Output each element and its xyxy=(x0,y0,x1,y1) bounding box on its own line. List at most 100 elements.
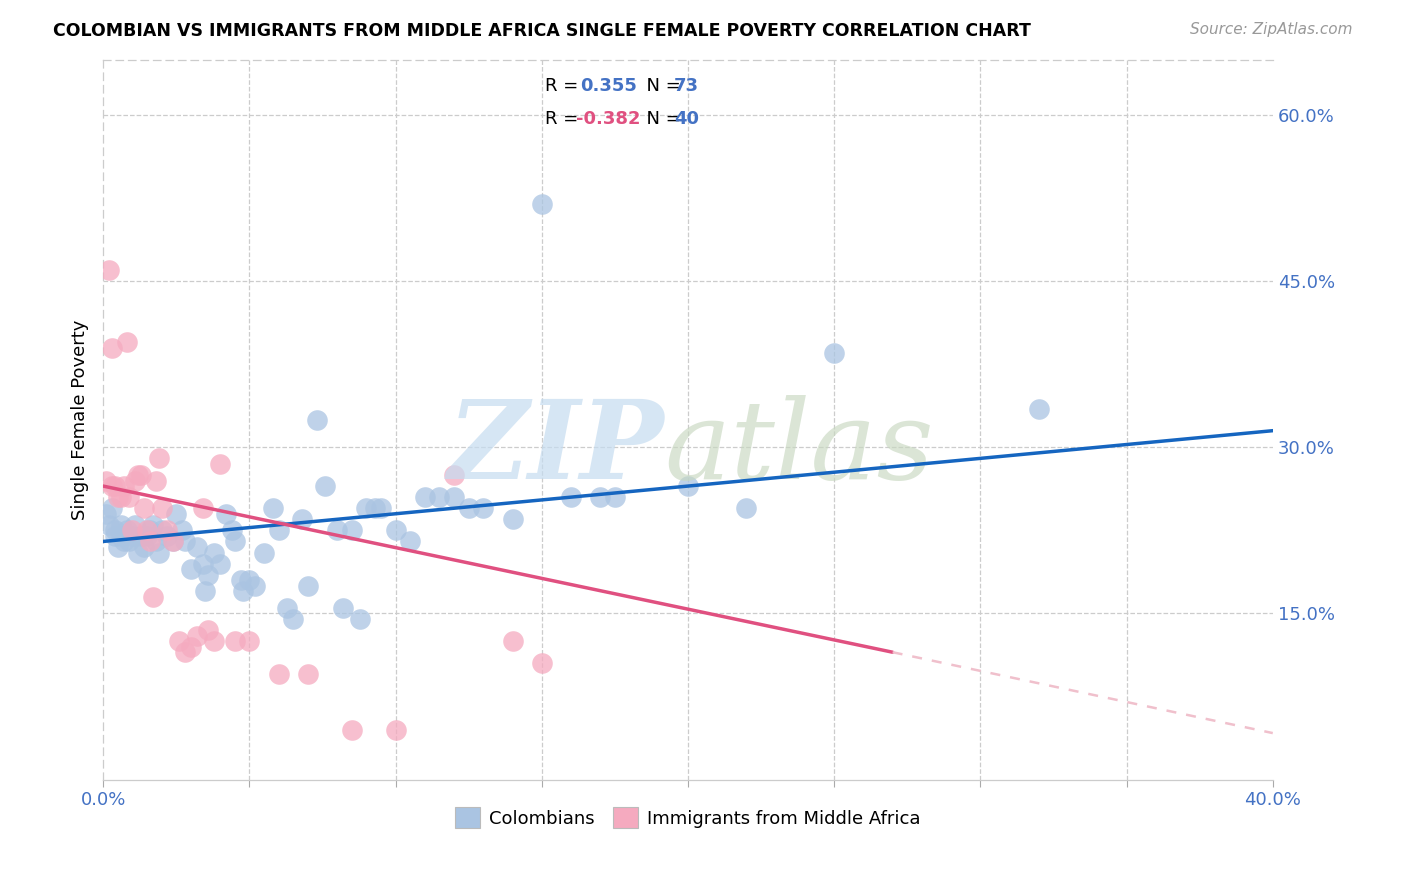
Point xyxy=(243,579,266,593)
Point xyxy=(429,490,451,504)
Text: 40: 40 xyxy=(673,110,699,128)
Point xyxy=(101,479,124,493)
Point xyxy=(142,517,165,532)
Text: 0.355: 0.355 xyxy=(581,78,637,95)
Point xyxy=(174,534,197,549)
Point xyxy=(340,524,363,538)
Point xyxy=(413,490,436,504)
Point xyxy=(167,634,190,648)
Point xyxy=(150,524,173,538)
Point xyxy=(603,490,626,504)
Text: -0.382: -0.382 xyxy=(575,110,640,128)
Point xyxy=(340,723,363,737)
Point xyxy=(180,562,202,576)
Point xyxy=(399,534,422,549)
Text: atlas: atlas xyxy=(665,394,934,502)
Point xyxy=(115,524,138,538)
Point xyxy=(224,634,246,648)
Point xyxy=(112,534,135,549)
Point xyxy=(186,629,208,643)
Point xyxy=(136,529,159,543)
Point xyxy=(267,524,290,538)
Text: N =: N = xyxy=(636,78,686,95)
Point xyxy=(297,667,319,681)
Point xyxy=(150,501,173,516)
Point xyxy=(174,645,197,659)
Point xyxy=(209,557,232,571)
Point xyxy=(121,524,143,538)
Legend: Colombians, Immigrants from Middle Africa: Colombians, Immigrants from Middle Afric… xyxy=(449,800,928,836)
Y-axis label: Single Female Poverty: Single Female Poverty xyxy=(72,319,89,520)
Point xyxy=(145,534,167,549)
Point xyxy=(162,534,184,549)
Point xyxy=(191,501,214,516)
Point xyxy=(735,501,758,516)
Point xyxy=(224,534,246,549)
Point xyxy=(112,479,135,493)
Point xyxy=(121,529,143,543)
Point xyxy=(530,657,553,671)
Text: R =: R = xyxy=(546,110,585,128)
Point xyxy=(215,507,238,521)
Point xyxy=(349,612,371,626)
Point xyxy=(94,474,117,488)
Point xyxy=(129,529,152,543)
Point xyxy=(139,524,162,538)
Point xyxy=(156,529,179,543)
Point xyxy=(209,457,232,471)
Point xyxy=(384,524,406,538)
Point xyxy=(589,490,612,504)
Point xyxy=(314,479,336,493)
Point xyxy=(502,512,524,526)
Point xyxy=(139,534,162,549)
Point xyxy=(443,468,465,483)
Point xyxy=(297,579,319,593)
Point xyxy=(142,590,165,604)
Point xyxy=(1028,401,1050,416)
Text: R =: R = xyxy=(546,78,591,95)
Point xyxy=(101,501,124,516)
Point xyxy=(472,501,495,516)
Point xyxy=(384,723,406,737)
Point xyxy=(502,634,524,648)
Point xyxy=(370,501,392,516)
Point xyxy=(560,490,582,504)
Point xyxy=(156,524,179,538)
Point xyxy=(148,545,170,559)
Point xyxy=(326,524,349,538)
Point xyxy=(110,529,132,543)
Point xyxy=(197,623,219,637)
Point xyxy=(276,601,298,615)
Point xyxy=(283,612,305,626)
Point xyxy=(162,534,184,549)
Point xyxy=(145,474,167,488)
Point xyxy=(127,545,149,559)
Point xyxy=(101,341,124,355)
Point xyxy=(124,517,146,532)
Point xyxy=(823,346,845,360)
Point xyxy=(202,634,225,648)
Point xyxy=(110,517,132,532)
Point xyxy=(238,573,260,587)
Point xyxy=(262,501,284,516)
Point xyxy=(180,640,202,654)
Point xyxy=(186,540,208,554)
Point xyxy=(332,601,354,615)
Point xyxy=(94,507,117,521)
Point xyxy=(104,529,127,543)
Point xyxy=(165,507,187,521)
Point xyxy=(443,490,465,504)
Point xyxy=(129,468,152,483)
Point xyxy=(136,524,159,538)
Point xyxy=(98,517,121,532)
Point xyxy=(238,634,260,648)
Point xyxy=(98,263,121,277)
Point xyxy=(194,584,217,599)
Point xyxy=(104,479,127,493)
Point xyxy=(221,524,243,538)
Text: N =: N = xyxy=(636,110,686,128)
Point xyxy=(202,545,225,559)
Text: ZIP: ZIP xyxy=(449,394,665,502)
Point xyxy=(676,479,699,493)
Point xyxy=(172,524,194,538)
